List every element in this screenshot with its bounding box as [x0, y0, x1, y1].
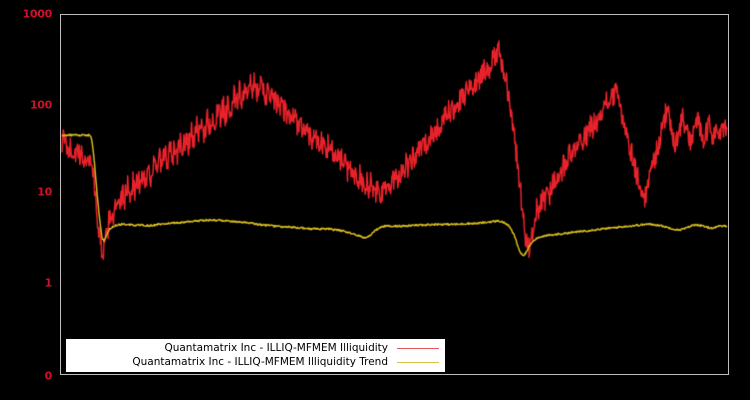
y-tick-label-100: 100: [29, 98, 52, 112]
legend-label-illiquidity-trend: Quantamatrix Inc - ILLIQ-MFMEM Illiquidi…: [132, 356, 388, 368]
legend-swatch-illiquidity: [397, 347, 439, 349]
chart-legend: Quantamatrix Inc - ILLIQ-MFMEM Illiquidi…: [66, 339, 445, 372]
y-tick-label-0: 0: [44, 369, 53, 383]
plot-area: [60, 14, 729, 375]
y-tick-label-1: 1: [44, 276, 53, 290]
y-tick-label-10: 10: [37, 185, 52, 199]
legend-entry-illiquidity: Quantamatrix Inc - ILLIQ-MFMEM Illiquidi…: [66, 341, 445, 355]
y-tick-label-1000: 1000: [22, 7, 53, 21]
legend-label-illiquidity: Quantamatrix Inc - ILLIQ-MFMEM Illiquidi…: [164, 342, 388, 354]
y-axis: 1000 100 10 1 0: [0, 0, 60, 400]
legend-entry-illiquidity-trend: Quantamatrix Inc - ILLIQ-MFMEM Illiquidi…: [66, 355, 445, 369]
series-canvas: [61, 15, 728, 374]
legend-swatch-illiquidity-trend: [397, 361, 439, 363]
